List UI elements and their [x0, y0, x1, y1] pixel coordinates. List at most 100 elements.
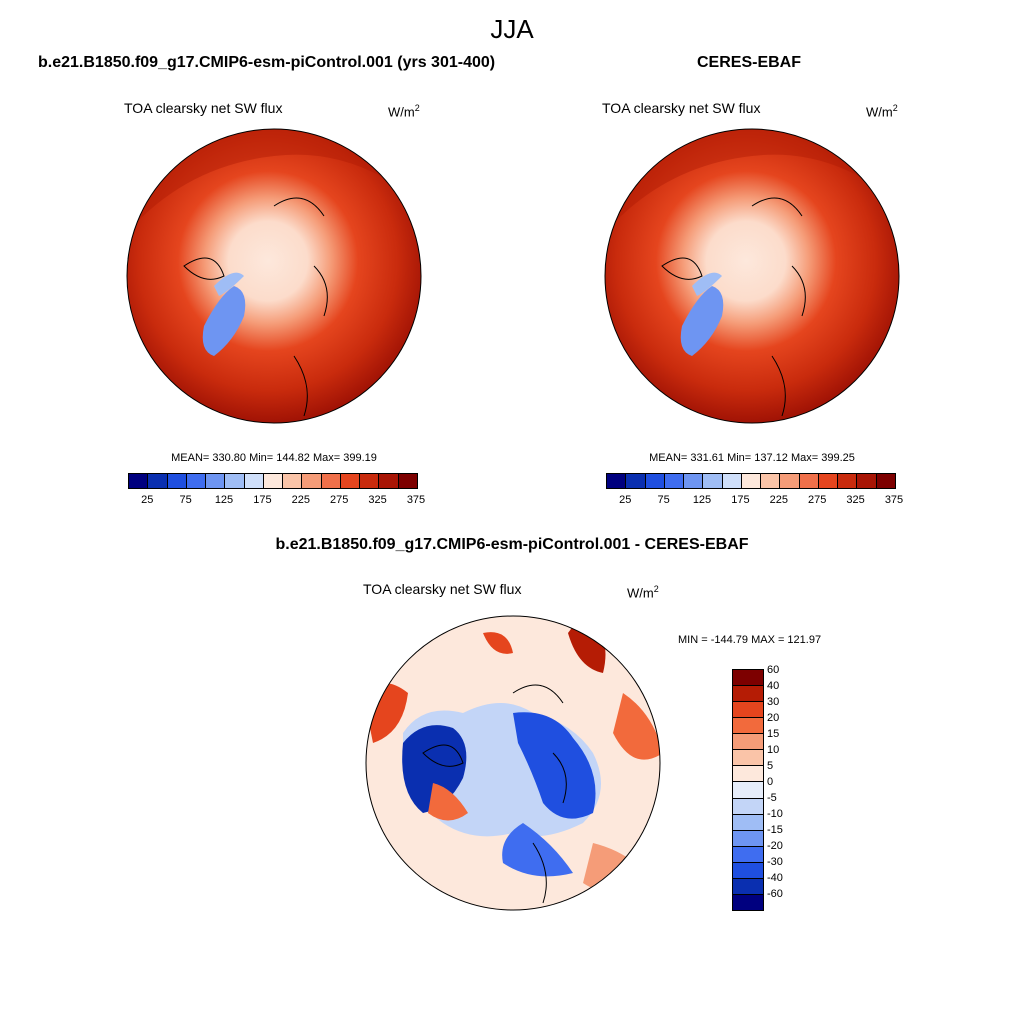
diff-stats: MIN = -144.79 MAX = 121.97	[678, 634, 822, 646]
colorbar-tick-label: 325	[846, 494, 865, 506]
colorbar-tick-label: 375	[884, 494, 904, 506]
colorbar-swatch	[733, 830, 763, 847]
colorbar-swatch	[733, 798, 763, 815]
colorbar-tick-label: -15	[767, 824, 783, 836]
left-colorbar-ticks: 25 75 125 175 225 275 325 375	[128, 494, 425, 508]
colorbar-swatch	[186, 474, 207, 488]
colorbar-tick-label: 175	[731, 494, 750, 506]
colorbar-swatch	[607, 474, 627, 488]
right-polar-map	[604, 128, 900, 424]
diff-polar-map	[365, 615, 661, 911]
diff-colorbar	[732, 669, 764, 911]
colorbar-tick-label: 25	[141, 494, 154, 506]
colorbar-tick-label: 0	[767, 776, 774, 788]
colorbar-tick-label: 30	[767, 696, 780, 708]
colorbar-tick-label: -10	[767, 808, 783, 820]
right-panel-header: CERES-EBAF	[697, 54, 802, 71]
colorbar-tick-label: 225	[769, 494, 788, 506]
colorbar-tick-label: -40	[767, 872, 783, 884]
right-greenland-low	[680, 286, 724, 356]
colorbar-tick-label: -20	[767, 840, 783, 852]
diff-units: W/m2	[627, 584, 659, 601]
colorbar-tick-label: 175	[253, 494, 272, 506]
colorbar-swatch	[733, 702, 763, 719]
colorbar-swatch	[225, 474, 245, 488]
left-stats: MEAN= 330.80 Min= 144.82 Max= 399.19	[171, 452, 377, 464]
colorbar-swatch	[733, 878, 763, 895]
colorbar-tick-label: 75	[657, 494, 670, 506]
diff-panel-header: b.e21.B1850.f09_g17.CMIP6-esm-piControl.…	[275, 536, 749, 553]
colorbar-tick-label: 275	[808, 494, 827, 506]
colorbar-tick-label: 40	[767, 680, 780, 692]
colorbar-swatch	[838, 474, 858, 488]
colorbar-swatch	[722, 474, 742, 488]
colorbar-swatch	[244, 474, 264, 488]
colorbar-swatch	[360, 474, 380, 488]
diff-plot-label: TOA clearsky net SW flux	[363, 581, 522, 597]
left-panel-header: b.e21.B1850.f09_g17.CMIP6-esm-piControl.…	[38, 54, 496, 71]
colorbar-swatch	[799, 474, 819, 488]
right-stats: MEAN= 331.61 Min= 137.12 Max= 399.25	[649, 452, 855, 464]
colorbar-swatch	[733, 782, 763, 799]
colorbar-swatch	[733, 894, 763, 910]
left-colorbar	[128, 473, 418, 489]
diff-greenland-strong-negative	[402, 725, 467, 813]
colorbar-tick-label: -30	[767, 856, 783, 868]
left-greenland-low	[202, 286, 246, 356]
colorbar-swatch	[733, 718, 763, 735]
colorbar-swatch	[129, 474, 149, 488]
colorbar-swatch	[398, 474, 417, 488]
colorbar-tick-label: 60	[767, 664, 780, 676]
figure-title: JJA	[490, 14, 534, 44]
diff-coastlines	[422, 684, 567, 904]
right-colorbar-ticks: 25 75 125 175 225 275 325 375	[606, 494, 903, 508]
colorbar-swatch	[761, 474, 781, 488]
colorbar-swatch	[283, 474, 303, 488]
colorbar-swatch	[645, 474, 665, 488]
colorbar-tick-label: 75	[179, 494, 192, 506]
colorbar-swatch	[876, 474, 895, 488]
colorbar-swatch	[733, 734, 763, 751]
colorbar-tick-label: 10	[767, 744, 780, 756]
colorbar-swatch	[818, 474, 839, 488]
left-coastlines	[183, 197, 328, 417]
colorbar-swatch	[664, 474, 685, 488]
right-flux-field	[605, 129, 899, 423]
right-plot-label: TOA clearsky net SW flux	[602, 100, 761, 116]
colorbar-swatch	[206, 474, 226, 488]
colorbar-swatch	[263, 474, 284, 488]
right-colorbar	[606, 473, 896, 489]
colorbar-tick-label: 325	[368, 494, 387, 506]
colorbar-tick-label: 25	[619, 494, 632, 506]
colorbar-tick-label: 275	[330, 494, 349, 506]
right-units: W/m2	[866, 103, 898, 120]
colorbar-tick-label: 5	[767, 760, 774, 772]
colorbar-swatch	[340, 474, 361, 488]
colorbar-tick-label: 125	[214, 494, 234, 506]
colorbar-swatch	[733, 862, 763, 879]
colorbar-swatch	[733, 766, 763, 783]
colorbar-swatch	[626, 474, 646, 488]
colorbar-tick-label: 125	[692, 494, 712, 506]
colorbar-swatch	[302, 474, 322, 488]
colorbar-swatch	[379, 474, 399, 488]
left-flux-field	[127, 129, 421, 423]
right-coastlines	[661, 197, 806, 417]
colorbar-swatch	[733, 750, 763, 767]
colorbar-swatch	[703, 474, 723, 488]
colorbar-swatch	[684, 474, 704, 488]
diff-colorbar-ticks: 60 40 30 20 15 10 5 0 -5 -10 -15 -20 -30 -40 -60	[767, 664, 807, 909]
colorbar-tick-label: -60	[767, 888, 783, 900]
colorbar-swatch	[857, 474, 877, 488]
colorbar-tick-label: 375	[406, 494, 426, 506]
colorbar-tick-label: 15	[767, 728, 780, 740]
colorbar-swatch	[733, 686, 763, 703]
colorbar-swatch	[321, 474, 341, 488]
colorbar-tick-label: 20	[767, 712, 780, 724]
colorbar-swatch	[741, 474, 762, 488]
left-units: W/m2	[388, 103, 420, 120]
colorbar-swatch	[733, 814, 763, 831]
colorbar-tick-label: -5	[767, 792, 777, 804]
colorbar-tick-label: 225	[291, 494, 310, 506]
colorbar-swatch	[148, 474, 168, 488]
